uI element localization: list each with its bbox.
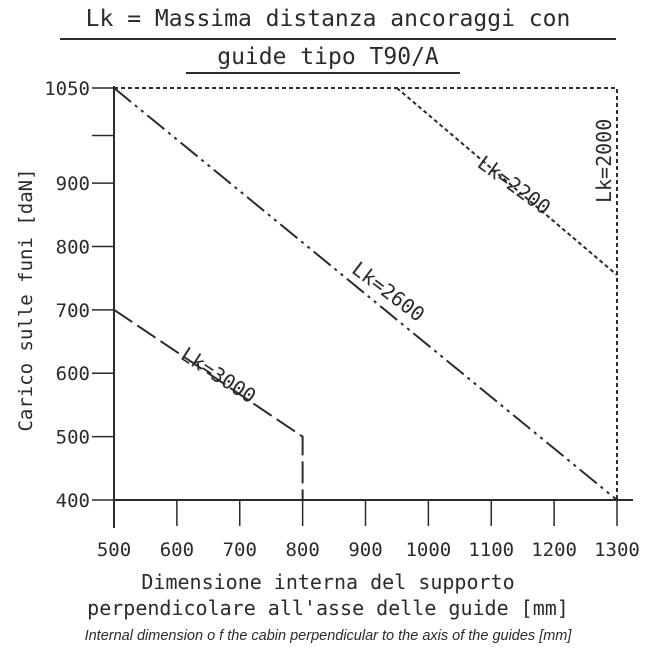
x-axis-label-line2: perpendicolare all'asse delle guide [mm] bbox=[87, 596, 569, 620]
curve-label: Lk=2200 bbox=[473, 151, 555, 220]
x-tick-label: 900 bbox=[348, 539, 382, 561]
chart-subtitle: guide tipo T90/A bbox=[217, 44, 439, 70]
x-tick-label: 600 bbox=[160, 539, 194, 561]
title-underline bbox=[60, 38, 616, 40]
chart-title: Lk = Massima distanza ancoraggi con bbox=[85, 6, 571, 32]
y-axis-label: Carico sulle funi [daN] bbox=[15, 168, 37, 431]
x-tick-label: 1200 bbox=[531, 539, 577, 561]
curve-label: Lk=2600 bbox=[348, 257, 430, 327]
y-tick-label: 900 bbox=[56, 173, 90, 195]
x-tick-label: 1100 bbox=[468, 539, 514, 561]
x-tick-label: 700 bbox=[223, 539, 257, 561]
y-tick-label: 400 bbox=[56, 490, 90, 512]
x-tick-label: 800 bbox=[285, 539, 319, 561]
series-lk-3000-line bbox=[113, 308, 304, 500]
y-tick-label: 800 bbox=[56, 236, 90, 258]
labels-layer: Lk=3000 Lk=2600 Lk=2200 Lk=2000 bbox=[177, 119, 617, 408]
x-axis-label-english: Internal dimension o f the cabin perpend… bbox=[84, 628, 572, 644]
y-tick-label: 500 bbox=[56, 427, 90, 449]
curve-label: Lk=2000 bbox=[592, 119, 616, 203]
chart-canvas: 500 600 700 800 900 1000 1100 1200 1300 400 500 600… bbox=[15, 78, 640, 561]
x-tick-label: 1300 bbox=[594, 539, 640, 561]
x-axis-label: Dimensione interna del supporto bbox=[141, 570, 515, 594]
y-tick-label: 1050 bbox=[44, 78, 90, 100]
curve-label: Lk=3000 bbox=[177, 342, 261, 408]
series-lk-2000-line bbox=[114, 87, 618, 500]
y-tick-label: 600 bbox=[56, 363, 90, 385]
series-layer bbox=[113, 87, 618, 501]
axes: 500 600 700 800 900 1000 1100 1200 1300 400 500 600… bbox=[44, 78, 640, 561]
series-lk-2200-line bbox=[396, 87, 618, 276]
x-tick-label: 1000 bbox=[405, 539, 451, 561]
subtitle-underline bbox=[186, 72, 460, 74]
y-tick-label: 700 bbox=[56, 300, 90, 322]
series-lk-2600-line bbox=[113, 87, 618, 501]
x-tick-label: 500 bbox=[97, 539, 131, 561]
